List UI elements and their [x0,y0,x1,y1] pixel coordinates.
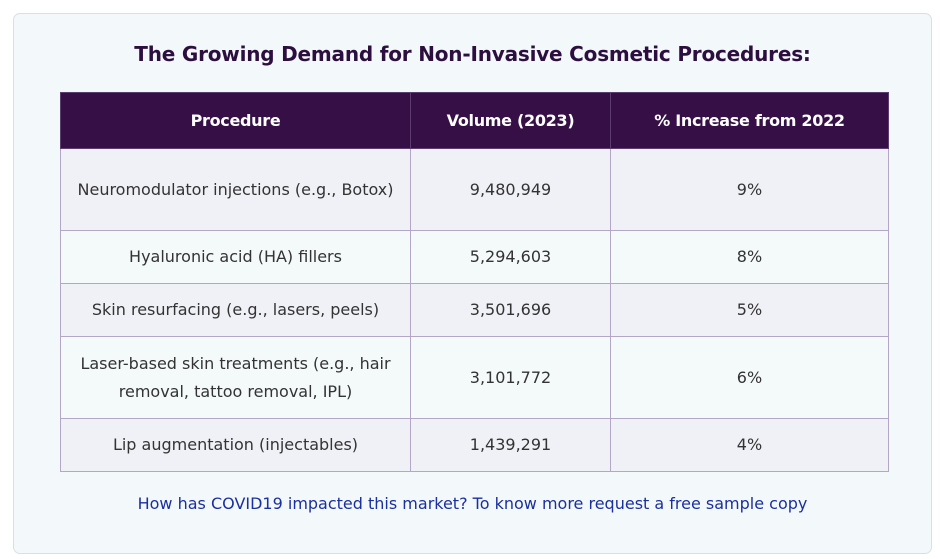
table-header-row: Procedure Volume (2023) % Increase from … [60,92,889,149]
table-row: Skin resurfacing (e.g., lasers, peels) 3… [60,283,889,337]
cell-increase: 9% [610,148,889,231]
cell-volume: 1,439,291 [410,418,611,472]
content-card: The Growing Demand for Non-Invasive Cosm… [13,13,932,554]
cell-increase: 4% [610,418,889,472]
cell-increase: 5% [610,283,889,337]
column-header-increase: % Increase from 2022 [610,92,889,149]
cell-procedure: Hyaluronic acid (HA) fillers [60,230,411,284]
cell-procedure: Skin resurfacing (e.g., lasers, peels) [60,283,411,337]
cell-volume: 5,294,603 [410,230,611,284]
cell-increase: 6% [610,336,889,419]
cell-volume: 9,480,949 [410,148,611,231]
cell-procedure: Neuromodulator injections (e.g., Botox) [60,148,411,231]
cell-volume: 3,501,696 [410,283,611,337]
cell-procedure: Laser-based skin treatments (e.g., hair … [60,336,411,419]
column-header-procedure: Procedure [60,92,411,149]
table-row: Laser-based skin treatments (e.g., hair … [60,336,889,419]
table-row: Neuromodulator injections (e.g., Botox) … [60,148,889,231]
sample-request-link[interactable]: How has COVID19 impacted this market? To… [137,494,808,513]
column-header-volume: Volume (2023) [410,92,611,149]
cell-increase: 8% [610,230,889,284]
cell-procedure: Lip augmentation (injectables) [60,418,411,472]
table-row: Hyaluronic acid (HA) fillers 5,294,603 8… [60,230,889,284]
procedures-table: Procedure Volume (2023) % Increase from … [60,92,889,472]
page-title: The Growing Demand for Non-Invasive Cosm… [134,42,811,66]
cell-volume: 3,101,772 [410,336,611,419]
table-row: Lip augmentation (injectables) 1,439,291… [60,418,889,472]
